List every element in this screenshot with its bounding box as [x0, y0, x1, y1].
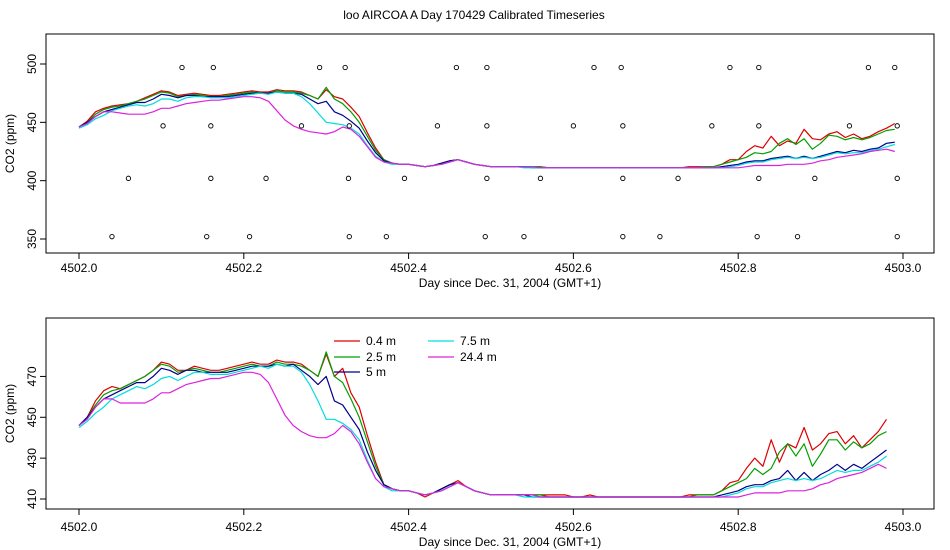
x-tick-label: 4503.0: [885, 520, 922, 534]
data-marker: [537, 175, 544, 181]
data-marker: [709, 123, 715, 129]
series-group: [78, 351, 887, 498]
page-title: loo AIRCOA A Day 170429 Calibrated Times…: [343, 8, 604, 22]
data-marker: [346, 234, 352, 240]
data-marker: [316, 64, 323, 71]
data-marker: [894, 123, 900, 129]
data-marker: [846, 123, 853, 129]
data-marker: [794, 234, 801, 240]
data-marker: [484, 123, 490, 129]
legend-label: 0.4 m: [366, 334, 396, 348]
data-marker: [865, 64, 872, 71]
data-marker: [675, 175, 681, 181]
y-tick-label: 500: [25, 54, 39, 74]
plot-frame: [45, 317, 935, 510]
legend-item: 7.5 m: [428, 334, 490, 348]
series-line-5: [78, 371, 887, 498]
series-line-3: [78, 91, 895, 169]
data-marker: [298, 123, 305, 129]
data-marker: [484, 64, 490, 71]
data-marker: [342, 64, 348, 71]
data-marker: [591, 64, 597, 71]
y-axis-label: CO2 (ppm): [3, 384, 17, 443]
data-marker: [125, 175, 132, 181]
y-tick-label: 450: [25, 112, 39, 132]
data-marker: [482, 234, 488, 240]
series-group: [78, 86, 896, 169]
y-tick-label: 470: [25, 366, 39, 386]
legend-label: 7.5 m: [460, 334, 490, 348]
data-marker: [179, 64, 185, 71]
data-marker: [208, 123, 214, 129]
data-marker: [383, 234, 390, 240]
data-marker: [263, 175, 269, 181]
data-marker: [210, 64, 216, 71]
x-tick-label: 4502.6: [555, 261, 592, 275]
legend-item: 24.4 m: [428, 350, 497, 364]
series-line-4: [78, 363, 887, 498]
data-marker: [620, 234, 626, 240]
series-line-2: [78, 351, 887, 498]
x-tick-label: 4502.0: [61, 261, 98, 275]
plot-frame: [45, 33, 935, 254]
data-marker: [727, 64, 733, 71]
data-marker: [434, 123, 441, 129]
x-tick-label: 4503.0: [885, 261, 922, 275]
legend-item: 0.4 m: [334, 334, 396, 348]
data-marker: [657, 234, 663, 240]
data-marker: [618, 64, 624, 71]
x-tick-label: 4502.4: [390, 520, 427, 534]
data-marker: [894, 175, 900, 181]
y-axis-label: CO2 (ppm): [3, 114, 17, 173]
y-tick-label: 450: [25, 407, 39, 427]
legend-item: 2.5 m: [334, 350, 396, 364]
series-line-3: [78, 363, 887, 498]
data-marker: [521, 234, 527, 240]
data-marker: [812, 175, 818, 181]
x-tick-label: 4502.6: [555, 520, 592, 534]
x-tick-label: 4502.4: [390, 261, 427, 275]
x-tick-label: 4502.2: [225, 261, 262, 275]
series-line-1: [78, 353, 887, 498]
data-marker: [109, 234, 115, 240]
data-marker: [892, 64, 898, 71]
data-marker: [756, 123, 762, 129]
top-plot-panel: 4502.0 4502.2 4502.4 4502.6 4502.8 4503.0 350 4…: [3, 33, 935, 290]
data-marker: [208, 175, 214, 181]
data-marker: [160, 123, 166, 129]
y-tick-label: 430: [25, 448, 39, 468]
series-line-5: [78, 96, 895, 169]
data-marker: [246, 234, 253, 240]
x-tick-label: 4502.8: [720, 261, 757, 275]
x-tick-label: 4502.8: [720, 520, 757, 534]
data-marker: [484, 175, 490, 181]
data-marker: [204, 234, 210, 240]
y-tick-label: 400: [25, 170, 39, 190]
x-tick-label: 4502.0: [61, 520, 98, 534]
y-tick-label: 350: [25, 229, 39, 249]
x-axis-label: Day since Dec. 31, 2004 (GMT+1): [419, 276, 601, 290]
legend-label: 2.5 m: [366, 350, 396, 364]
data-marker: [570, 123, 577, 129]
data-marker: [620, 123, 626, 129]
data-marker: [620, 175, 626, 181]
series-line-4: [78, 91, 895, 169]
x-tick-label: 4502.2: [225, 520, 262, 534]
data-marker: [453, 64, 460, 71]
x-axis-label: Day since Dec. 31, 2004 (GMT+1): [419, 535, 601, 549]
data-marker: [754, 234, 760, 240]
data-marker: [894, 234, 900, 240]
data-marker: [345, 175, 352, 181]
data-marker: [401, 175, 408, 181]
data-marker: [346, 123, 352, 129]
legend-label: 5 m: [366, 365, 386, 379]
legend-item: 5 m: [334, 365, 386, 379]
legend-label: 24.4 m: [460, 350, 497, 364]
y-tick-label: 410: [25, 489, 39, 509]
bottom-plot-panel: 4502.0 4502.2 4502.4 4502.6 4502.8 4503.0 410 4…: [3, 317, 935, 549]
data-marker: [756, 64, 762, 71]
data-marker: [756, 175, 762, 181]
